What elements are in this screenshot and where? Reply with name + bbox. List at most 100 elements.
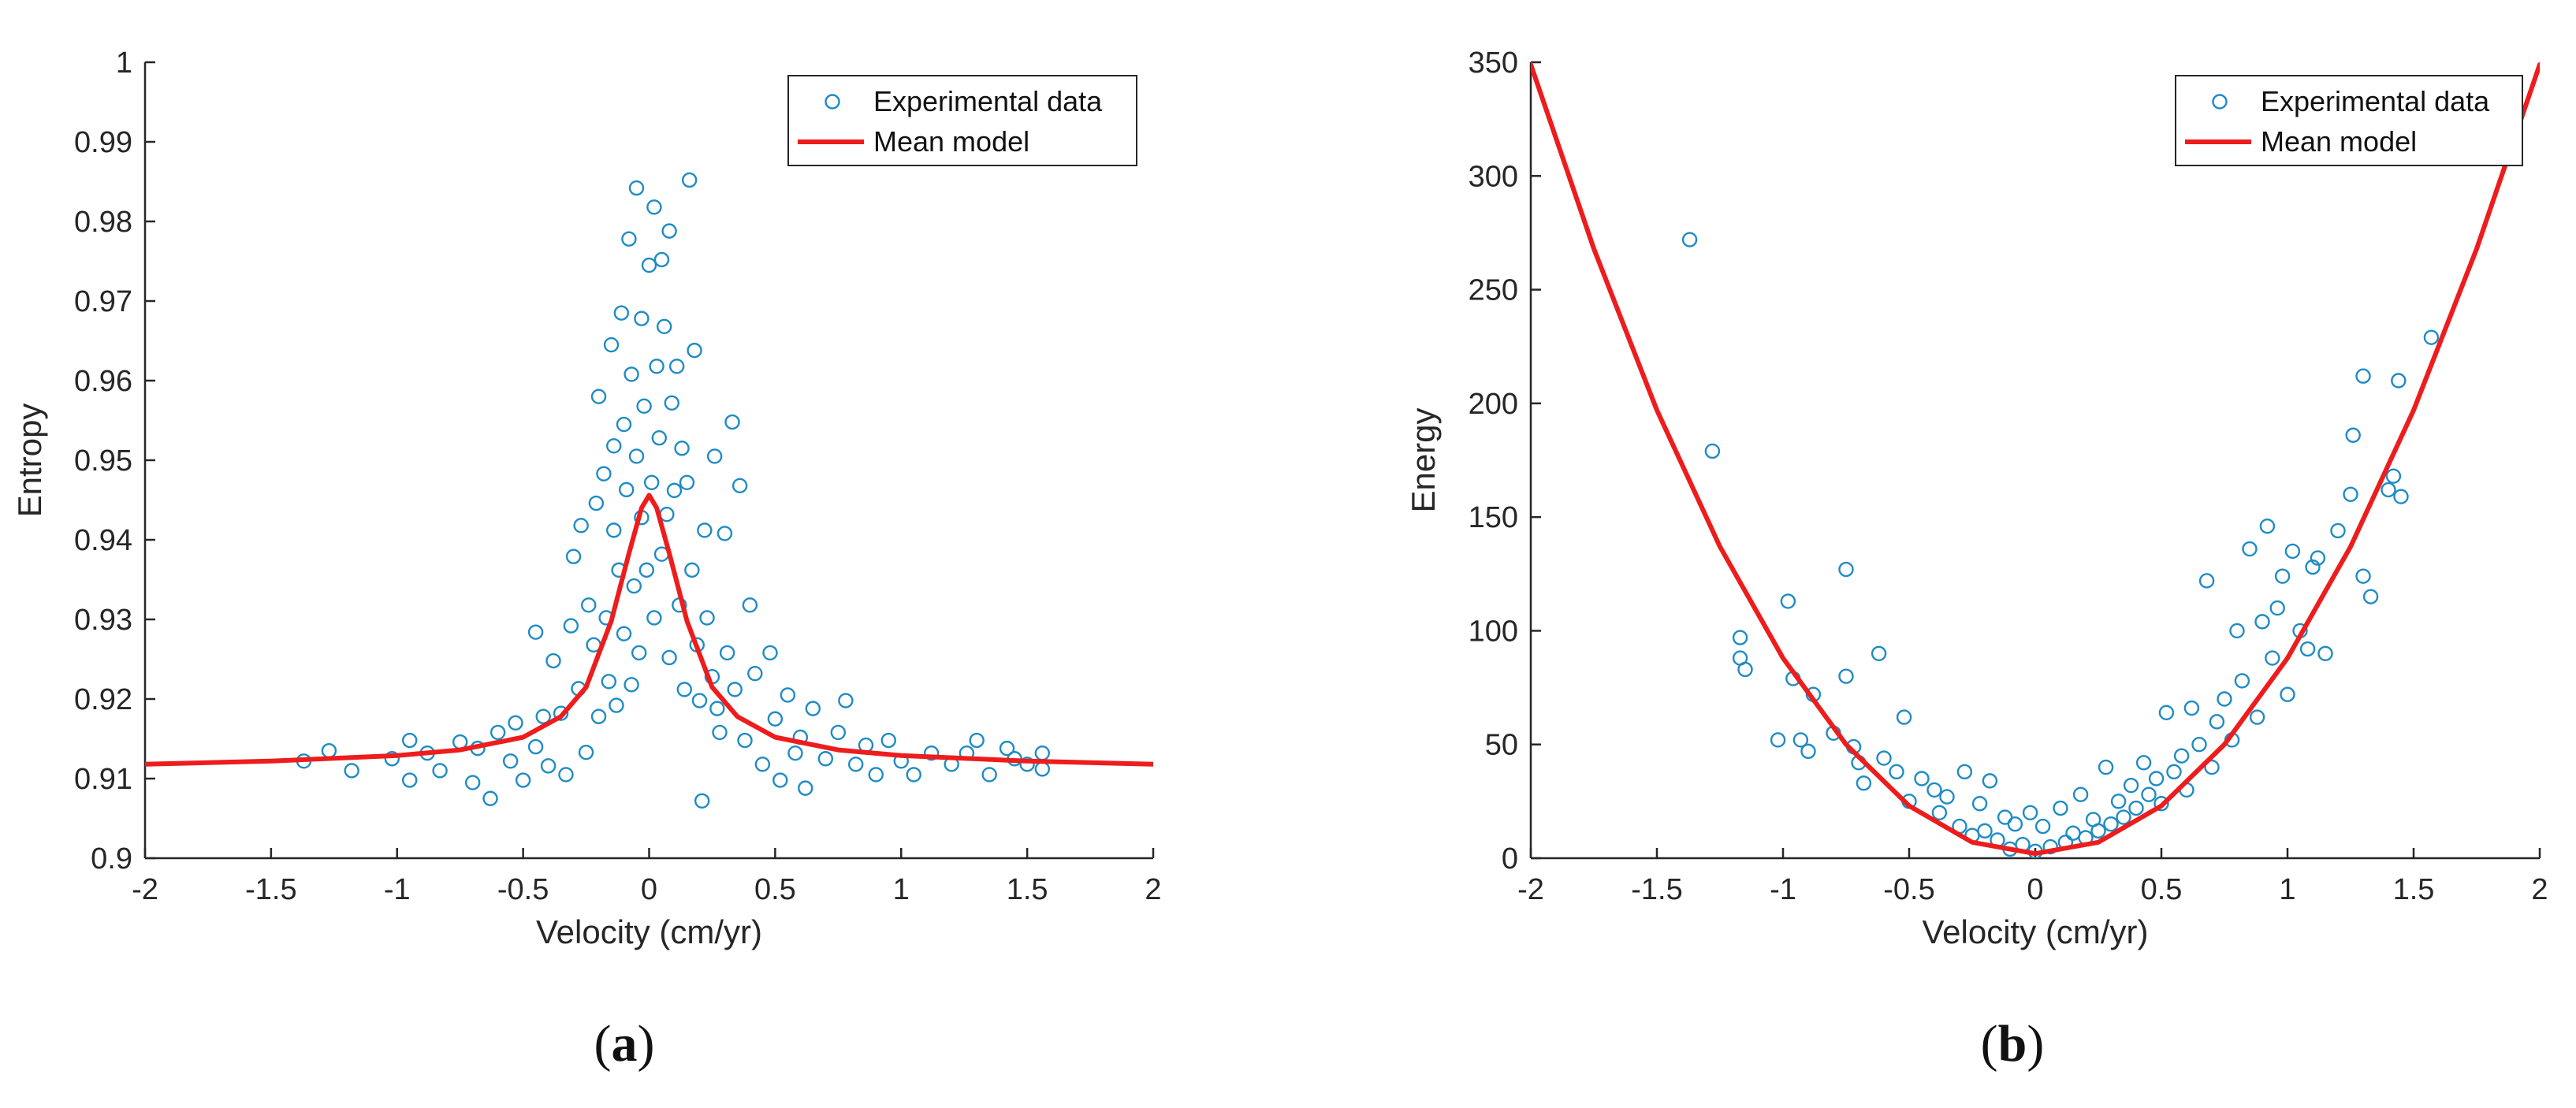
panel-b-data-point [1838,668,1854,684]
panel-a-data-point [565,548,582,564]
panel-b-data-point [2065,825,2081,841]
panel-b-data-point [2259,518,2276,534]
panel-a-data-point [666,482,683,499]
panel-b-data-point [2305,559,2321,575]
panel-a-data-point [626,578,642,594]
panel-a-data-point [402,732,418,749]
panel-a-data-point [719,645,735,661]
panel-a-legend-box [787,75,1137,166]
panel-a-data-point [344,763,359,779]
panel-a-data-point [402,772,418,788]
panel-b-energy-chart: -2 -1.5 -1 -0.5 0 0.5 1 1.5 2 0 50 100 150 200 250 300 3… [1405,46,2548,1073]
panel-a-data-point [661,649,677,666]
panel-b-data-point [2217,691,2232,707]
panel-a-data-point [772,772,788,788]
panel-a-data-point [482,790,498,806]
panel-a-data-point [545,653,561,669]
panel-a-label: (a) [594,1015,655,1073]
panel-a-x-tick-label: 0.5 [754,873,796,906]
panel-a-y-tick-label: 1 [116,46,132,80]
panel-b-mean-model-line [1531,61,2540,857]
panel-b-data-point [2249,709,2265,725]
panel-b-data-point [2053,800,2068,816]
panel-b-data-point [2343,486,2358,502]
panel-a-y-tick-label: 0.99 [74,126,132,159]
panel-a-data-point [706,448,723,464]
panel-b-data-point [1792,732,1809,748]
panel-a-data-point [1019,757,1035,772]
panel-b-data-point [2148,771,2165,786]
panel-b-x-tick-label: -2 [1517,873,1544,906]
panel-a-mean-model-line [145,493,1153,767]
panel-a-data-point [727,682,743,697]
panel-b-data-point [1914,771,1930,786]
panel-b-x-tick-label: -1 [1770,873,1796,906]
panel-b-data-point [2242,541,2258,557]
panel-a-data-point [699,610,715,626]
panel-a-legend: Experimental data Mean model [787,75,1137,166]
panel-a-data-point [661,223,677,239]
panel-a-data-point [754,757,771,772]
panel-a-data-point [631,645,647,661]
panel-a-data-point [981,767,997,783]
panel-b-data-point [2381,481,2396,498]
panel-b-y-axis-title: Energy [1405,407,1442,512]
panel-a-data-point [676,682,692,697]
panel-b-data-point [2135,755,2152,771]
panel-a-data-point [724,414,740,430]
panel-a-data-point [737,732,753,749]
panel-b-y-tick-label: 300 [1469,160,1518,193]
panel-b-data-point [2042,838,2058,855]
panel-b-data-point [1931,805,1948,820]
panel-b-data-point [1956,764,1973,780]
panel-a-data-point [747,665,763,682]
panel-a-data-point [656,318,672,335]
panel-b-experimental-data-series [1681,232,2440,858]
panel-a-x-tick-label: -2 [132,873,158,906]
panel-b-data-point [1838,561,1854,578]
panel-a-data-point [616,626,632,641]
panel-a-data-point [641,257,657,273]
panel-a-data-point [603,336,620,353]
panel-b-data-point [1982,773,1998,789]
panel-a-data-point [321,742,337,759]
panel-a-data-point [581,597,597,613]
panel-a-x-tick-label: -0.5 [497,873,549,906]
panel-b-data-point [2110,794,2127,809]
panel-b-data-point [2128,800,2144,816]
panel-a-data-point [697,522,713,538]
panel-b-data-point [2141,786,2157,802]
panel-b-data-point [2158,705,2175,721]
panel-b-data-point [2355,568,2371,584]
panel-b-data-point [2116,809,2131,825]
panel-b-data-point [1977,823,1993,839]
panel-a-data-point [527,624,544,640]
panel-a-data-point [588,495,605,511]
panel-a-data-point [709,701,725,716]
panel-b-data-point [2391,373,2407,389]
panel-a-data-point [668,359,685,374]
panel-a-data-point [590,389,607,404]
panel-a-y-tick-label: 0.97 [74,285,132,318]
panel-a-x-tick-label: 2 [1145,873,1161,906]
panel-a-experimental-data-series [296,172,1051,809]
panel-b-data-point [2153,796,2169,812]
panel-a-data-point [798,780,813,796]
panel-a-data-point [643,474,660,490]
panel-b-y-tick-label: 100 [1469,615,1518,648]
panel-b-y-tick-label: 250 [1469,274,1518,307]
panel-b-data-point [2123,777,2139,794]
panel-a-data-point [638,562,655,578]
panel-b-data-point [2090,823,2106,839]
panel-a-data-point [624,366,639,382]
panel-b-data-point [1896,709,1912,725]
panel-b-data-point [1780,593,1796,609]
panel-b-data-point [2254,614,2270,630]
panel-a-y-tick-label: 0.95 [74,444,132,478]
panel-b-data-point [2330,522,2346,539]
panel-b-data-point [2072,786,2089,802]
panel-a-data-point [681,172,698,188]
panel-b-data-point [2103,816,2119,832]
panel-a-data-point [606,522,622,538]
